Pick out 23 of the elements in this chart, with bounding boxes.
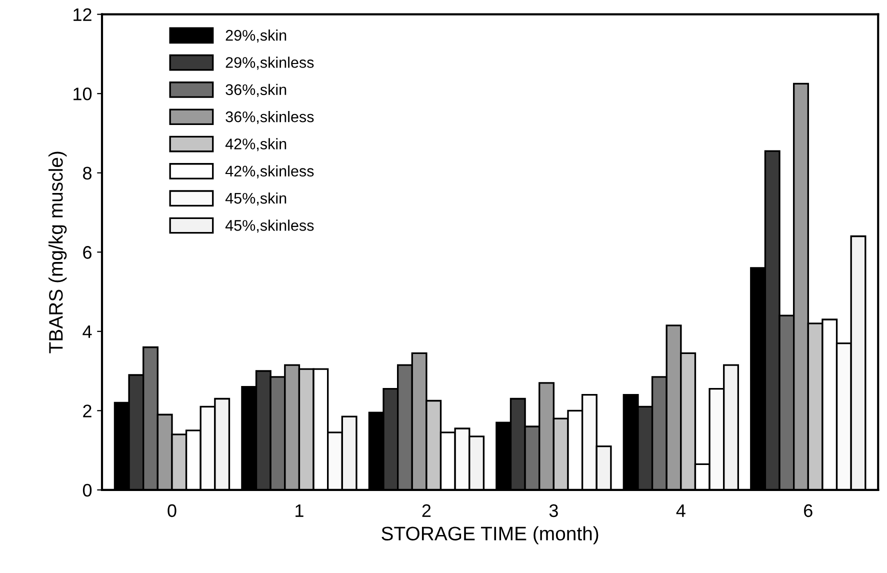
x-axis-title: STORAGE TIME (month) (382, 526, 598, 544)
x-tick-label: 6 (804, 504, 812, 518)
legend-label: 42%,skin (225, 138, 286, 152)
y-tick-label: 12 (74, 8, 92, 21)
legend-label: 29%,skinless (226, 56, 314, 70)
y-axis-title: TBARS (mg/kg muscle) (48, 152, 67, 354)
y-tick-label: 8 (83, 166, 92, 180)
legend-label: 42%,skinless (225, 165, 314, 178)
legend-label: 36%,skin (226, 84, 286, 97)
y-tick-label: 6 (83, 246, 92, 259)
y-tick-label: 4 (82, 326, 92, 338)
legend-label: 29%,skin (226, 30, 286, 43)
legend-label: 36%,skinless (226, 111, 314, 124)
x-tick-label: 3 (549, 504, 558, 518)
y-tick-label: 0 (82, 484, 92, 497)
x-tick-label: 4 (676, 504, 686, 517)
x-tick-label: 0 (168, 504, 176, 518)
y-tick-label: 10 (74, 88, 92, 100)
legend-label: 45%,skinless (225, 220, 314, 233)
x-tick-label: 1 (296, 504, 304, 517)
legend-label: 45%,skin (225, 192, 286, 206)
x-tick-label: 2 (422, 504, 431, 517)
y-tick-label: 2 (83, 404, 92, 418)
